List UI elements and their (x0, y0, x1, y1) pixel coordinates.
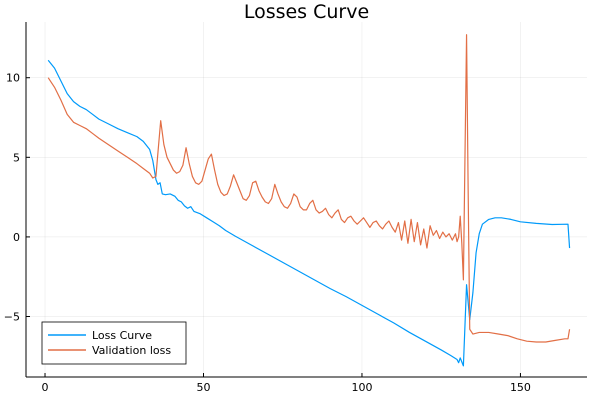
y-tick-label: 0 (13, 231, 20, 244)
axes (25, 22, 587, 378)
x-tick-label: 100 (351, 381, 372, 394)
series-line-1 (47, 59, 571, 367)
x-tick-label: 50 (196, 381, 210, 394)
gridlines (26, 22, 587, 377)
x-tick-label: 0 (42, 381, 49, 394)
tick-labels: 0 50 100 150 −5 0 5 10 (4, 72, 531, 394)
y-tick-label: 10 (6, 72, 20, 85)
y-tick-label: −5 (4, 311, 20, 324)
series-layer (47, 34, 571, 367)
chart-title: Losses Curve (244, 1, 369, 23)
legend-entry: Loss Curve (92, 329, 152, 342)
y-tick-label: 5 (13, 151, 20, 164)
x-tick-label: 150 (510, 381, 531, 394)
legend-entry: Validation loss (92, 344, 171, 357)
series-line-2 (47, 34, 571, 343)
legend-box (41, 321, 187, 365)
legend: Loss Curve Validation loss (41, 321, 187, 365)
